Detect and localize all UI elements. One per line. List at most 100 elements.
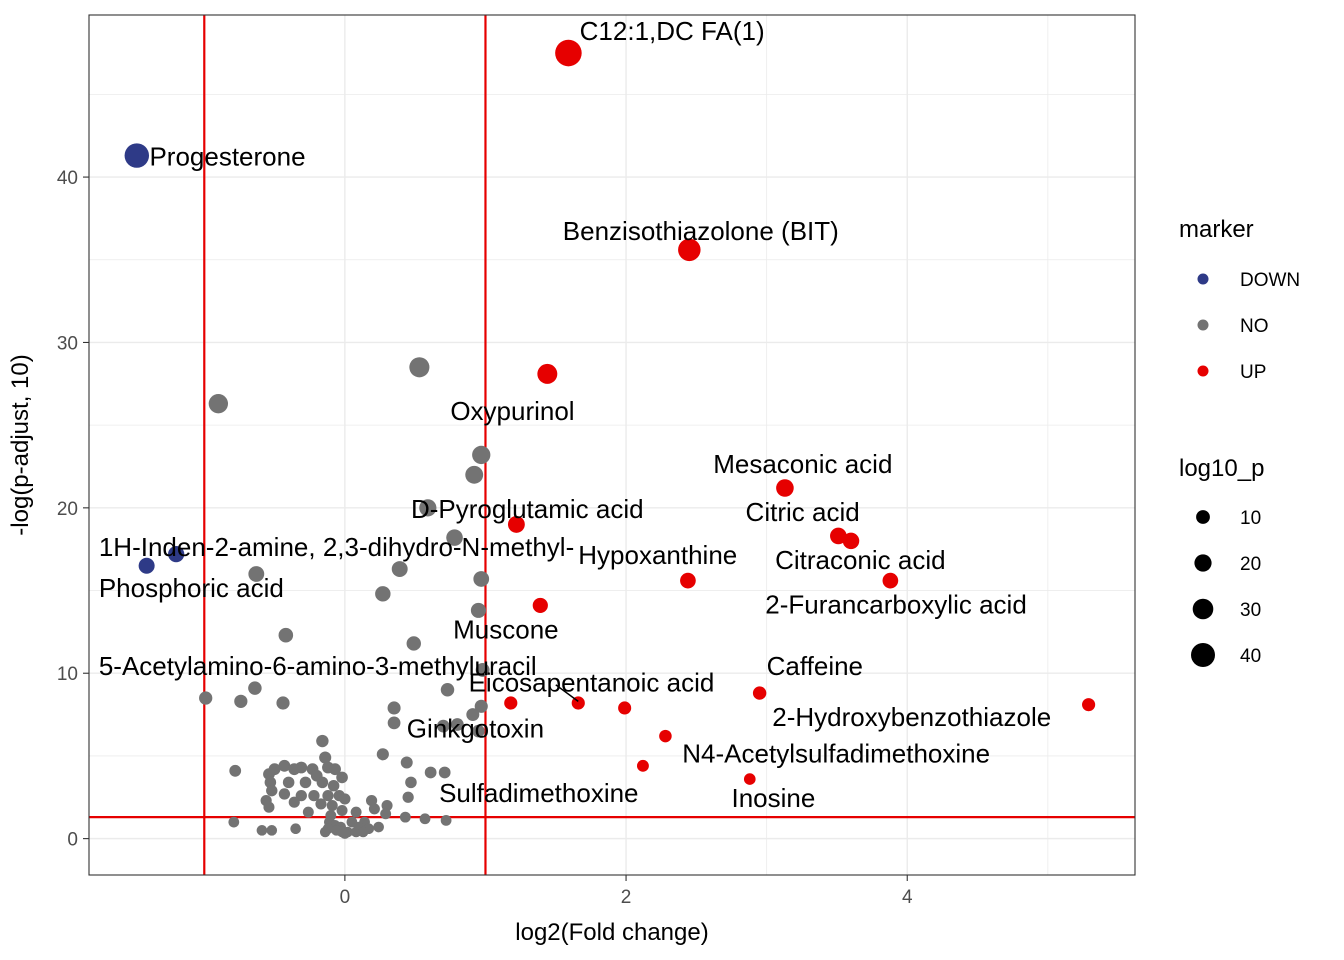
data-point-no — [316, 734, 329, 748]
grid-lines — [89, 15, 1135, 875]
point-label: C12:1,DC FA(1) — [580, 16, 765, 46]
data-point-up — [752, 686, 767, 700]
data-point-no — [319, 826, 331, 838]
data-point-no — [290, 823, 301, 834]
legend-label-up: UP — [1240, 362, 1266, 383]
data-point-up — [618, 701, 632, 715]
legend-key-no — [1197, 319, 1209, 331]
data-point-no — [339, 828, 351, 839]
x-tick-label: 4 — [902, 887, 913, 908]
data-point-no — [282, 776, 295, 789]
data-point-no — [248, 681, 262, 695]
legend-size-key — [1192, 598, 1214, 620]
data-point-no — [266, 784, 278, 797]
data-point-no — [208, 393, 229, 414]
data-point-no — [326, 799, 338, 812]
data-point-no — [400, 756, 413, 769]
data-point-no — [336, 805, 348, 816]
data-point-no — [475, 662, 490, 677]
data-point-no — [373, 821, 384, 833]
data-point-no — [336, 771, 348, 784]
data-point-no — [473, 571, 490, 587]
data-point-no — [419, 499, 437, 517]
y-axis-title: -log(p-adjust, 10) — [7, 354, 34, 535]
panel-border — [88, 14, 1136, 876]
data-point-up — [1082, 698, 1096, 712]
data-point-no — [308, 789, 320, 802]
data-point-no — [474, 699, 488, 713]
data-point-up — [537, 363, 558, 384]
data-point-no — [276, 696, 290, 710]
point-label: Benzisothiazolone (BIT) — [563, 216, 839, 246]
data-point-no — [339, 793, 351, 805]
data-point-up — [636, 759, 649, 772]
legend-size-key — [1194, 554, 1212, 572]
data-point-no — [278, 627, 294, 643]
data-point-no — [295, 789, 307, 802]
y-axis-ticks: 0 10 20 30 40 — [57, 168, 89, 851]
data-point-no — [402, 791, 414, 803]
data-point-no — [256, 825, 268, 836]
data-points — [124, 39, 1096, 839]
data-point-no — [438, 766, 451, 779]
data-point-no — [278, 788, 291, 800]
x-axis-title: log2(Fold change) — [515, 919, 708, 946]
data-point-up — [776, 479, 794, 497]
legend-marker: marker DOWN NO UP — [1179, 216, 1300, 383]
data-point-no — [319, 751, 332, 764]
data-point-up — [678, 238, 701, 262]
data-point-no — [472, 445, 491, 465]
data-point-no — [446, 529, 463, 546]
data-point-no — [465, 465, 484, 484]
data-point-no — [302, 806, 314, 818]
data-point-no — [278, 759, 291, 772]
data-point-no — [424, 766, 437, 779]
data-point-up — [830, 527, 847, 545]
legend-marker-title: marker — [1179, 216, 1254, 243]
data-point-no — [380, 808, 392, 820]
point-label: Muscone — [453, 615, 559, 645]
data-point-no — [248, 566, 265, 582]
data-point-no — [329, 763, 341, 776]
point-label: Inosine — [732, 783, 816, 813]
point-label: Caffeine — [767, 651, 863, 681]
x-tick-label: 2 — [621, 887, 632, 908]
data-point-no — [234, 694, 248, 708]
data-point-up — [555, 39, 582, 67]
point-label: Progesterone — [149, 142, 305, 172]
data-point-no — [391, 561, 408, 578]
point-label: Mesaconic acid — [713, 449, 892, 479]
point-label: 5-Acetylamino-6-amino-3-methyluracil — [99, 651, 537, 681]
data-point-no — [466, 708, 480, 722]
data-point-no — [357, 826, 369, 838]
legend-log10p: log10_p 10 20 30 40 — [1179, 455, 1264, 667]
data-point-up — [504, 696, 518, 710]
data-point-down — [138, 557, 155, 574]
data-point-no — [199, 691, 213, 705]
legend-key-up — [1197, 365, 1209, 377]
x-tick-label: 0 — [340, 887, 351, 908]
data-point-no — [316, 776, 329, 789]
point-label: Oxypurinol — [450, 396, 574, 426]
legend-size-label: 10 — [1240, 508, 1261, 529]
point-label: Citric acid — [746, 497, 860, 527]
point-label: 2-Furancarboxylic acid — [765, 590, 1027, 620]
point-label: Sulfadimethoxine — [439, 778, 638, 808]
y-tick-label: 30 — [57, 333, 78, 354]
label-connector — [555, 684, 579, 702]
legend-size-key — [1191, 643, 1215, 667]
data-point-up — [842, 532, 860, 550]
data-point-no — [381, 799, 393, 812]
x-axis-ticks: 0 2 4 — [340, 875, 913, 908]
legend-size-label: 40 — [1240, 646, 1261, 667]
data-point-no — [263, 801, 275, 813]
data-point-down — [124, 143, 150, 168]
point-label: Citraconic acid — [775, 545, 946, 575]
label-connectors — [555, 684, 579, 702]
data-point-no — [472, 724, 485, 738]
data-point-no — [470, 602, 486, 618]
data-point-no — [409, 357, 430, 378]
data-point-no — [376, 748, 389, 761]
point-label: D-Pyroglutamic acid — [411, 494, 644, 524]
